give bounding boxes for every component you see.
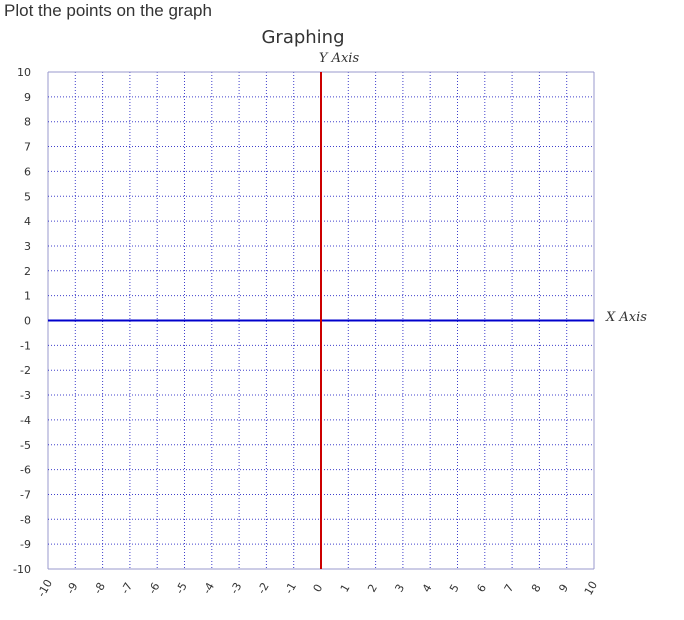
y-tick-label: 2 (24, 265, 31, 278)
y-tick-label: 3 (24, 240, 31, 253)
x-tick-label: 0 (311, 582, 326, 595)
chart-title: Graphing (261, 27, 344, 48)
x-tick-label: 5 (447, 582, 462, 595)
y-tick-label: -2 (20, 364, 31, 377)
x-tick-label: -4 (200, 580, 217, 596)
x-tick-label: 6 (474, 582, 489, 595)
x-tick-label: -8 (91, 580, 108, 596)
x-tick-label: 8 (529, 582, 544, 595)
y-tick-label: -8 (20, 513, 31, 526)
x-axis-title: X Axis (605, 310, 647, 325)
y-tick-label: -7 (20, 488, 31, 501)
y-tick-label: -6 (20, 464, 31, 477)
y-tick-label: 6 (24, 165, 31, 178)
y-tick-label: 8 (24, 116, 31, 129)
x-tick-label: 9 (556, 582, 571, 595)
x-tick-label: -10 (35, 577, 55, 599)
x-tick-label: -5 (173, 580, 190, 596)
x-tick-label: -2 (255, 580, 272, 596)
x-tick-label: -3 (228, 580, 245, 596)
y-tick-label: 5 (24, 190, 31, 203)
y-tick-label: 0 (24, 315, 31, 328)
x-tick-label: -7 (118, 580, 135, 596)
y-axis-title: Y Axis (319, 51, 360, 66)
y-tick-label: -10 (13, 563, 31, 576)
y-tick-label: -4 (20, 414, 31, 427)
x-tick-label: 7 (502, 582, 517, 595)
y-tick-label: 9 (24, 91, 31, 104)
x-tick-label: -9 (64, 580, 81, 596)
x-tick-label: 3 (392, 582, 407, 595)
instruction-text: Plot the points on the graph (4, 1, 212, 20)
y-tick-label: -1 (20, 339, 31, 352)
y-tick-label: -3 (20, 389, 31, 402)
y-tick-label: -9 (20, 538, 31, 551)
axes (48, 72, 594, 569)
x-tick-label: 1 (338, 582, 353, 595)
x-tick-label: -1 (282, 580, 299, 596)
y-tick-label: 4 (24, 215, 31, 228)
y-tick-label: 1 (24, 290, 31, 303)
y-tick-label: 10 (17, 66, 31, 79)
x-tick-label: 2 (365, 582, 380, 595)
y-tick-label: 7 (24, 141, 31, 154)
x-tick-label: 4 (420, 582, 435, 595)
x-tick-label: 10 (582, 579, 600, 598)
x-tick-label: -6 (146, 580, 163, 596)
y-tick-label: -5 (20, 439, 31, 452)
